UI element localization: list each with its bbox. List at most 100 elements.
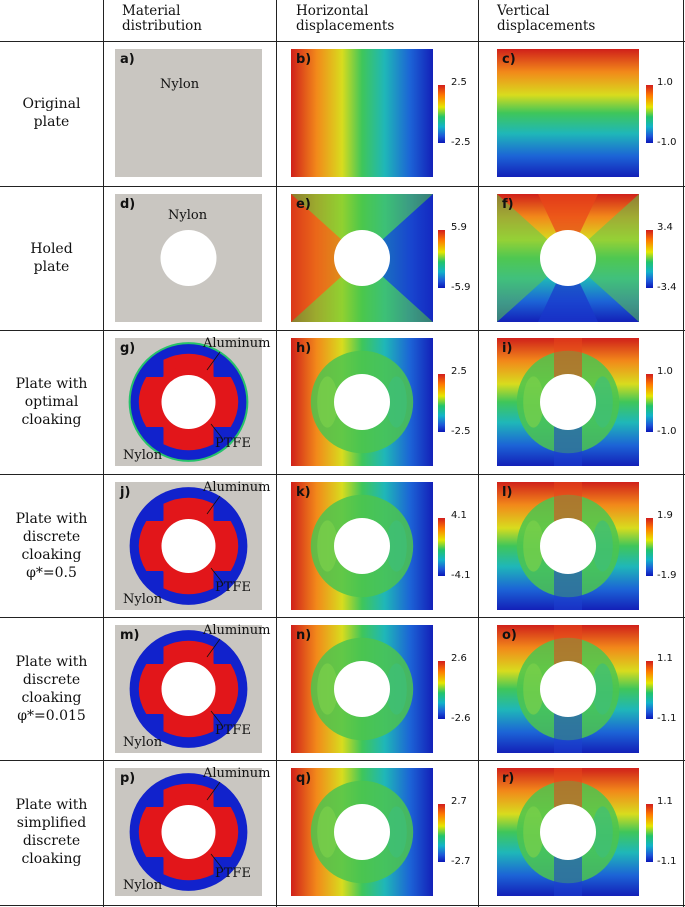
colorbar-min: -1.1 <box>657 713 677 724</box>
colorbar-max: 1.1 <box>657 653 673 664</box>
horizontal-displacement-field <box>291 482 433 610</box>
colorbar <box>438 374 445 432</box>
row-rule <box>0 330 685 331</box>
colorbar-max: 2.7 <box>451 796 467 807</box>
nylon-label: Nylon <box>123 448 163 463</box>
vertical-displacement-field <box>497 625 639 753</box>
material-distribution <box>115 482 262 610</box>
panel-tag: i) <box>502 341 513 356</box>
column-rule <box>276 0 277 907</box>
colorbar-min: -1.0 <box>657 137 677 148</box>
panel-tag: h) <box>296 341 312 356</box>
row-label: Original plate <box>0 41 103 185</box>
material-panel: g) Aluminum PTFE Nylon <box>115 336 270 466</box>
aluminum-label: Aluminum <box>203 336 271 351</box>
horizontal-displacement-field <box>291 625 433 753</box>
colorbar <box>438 804 445 862</box>
row-label-line: Original <box>22 96 81 112</box>
colorbar <box>438 661 445 719</box>
leader-lines <box>206 638 223 726</box>
material-panel: a) Nylon <box>115 49 262 177</box>
material-panel: j) Aluminum PTFE Nylon <box>115 480 270 610</box>
vertical-panel: i) <box>497 338 639 466</box>
row-label-line: Plate with <box>15 797 88 813</box>
material-distribution <box>115 194 262 322</box>
leader-lines <box>206 495 223 583</box>
row-label: Plate with optimal cloaking <box>0 330 103 474</box>
panel-tag: j) <box>120 485 131 500</box>
colorbar-min: -2.7 <box>451 856 471 867</box>
row-label: Plate with discrete cloaking φ*=0.015 <box>0 617 103 761</box>
material-distribution <box>115 625 262 753</box>
horizontal-panel: q) <box>291 768 433 896</box>
header-line: displacements <box>497 18 596 34</box>
panel-tag: g) <box>120 341 136 356</box>
panel-tag: r) <box>502 771 515 786</box>
leader-lines <box>206 781 223 869</box>
horizontal-displacement-field <box>291 49 433 177</box>
aluminum-label: Aluminum <box>203 766 271 781</box>
colorbar <box>646 374 653 432</box>
header-line: distribution <box>122 18 202 34</box>
row-label-line: Holed <box>30 241 73 257</box>
ptfe-label: PTFE <box>215 723 251 738</box>
row-label-line: φ*=0.015 <box>17 708 86 724</box>
row-label: Plate with simplified discrete cloaking <box>0 760 103 904</box>
colorbar-min: -2.5 <box>451 137 471 148</box>
colorbar <box>646 85 653 143</box>
colorbar-min: -3.4 <box>657 282 677 293</box>
header-line: Vertical <box>497 3 550 19</box>
ptfe-label: PTFE <box>215 866 251 881</box>
horizontal-panel: b) <box>291 49 433 177</box>
horizontal-panel: h) <box>291 338 433 466</box>
colorbar-max: 1.9 <box>657 510 673 521</box>
vertical-displacement-field <box>497 194 639 322</box>
colorbar-max: 2.5 <box>451 77 467 88</box>
colorbar-max: 1.1 <box>657 796 673 807</box>
colorbar-min: -1.0 <box>657 426 677 437</box>
colorbar <box>438 85 445 143</box>
colorbar <box>646 661 653 719</box>
panel-tag: p) <box>120 771 136 786</box>
colorbar-min: -4.1 <box>451 570 471 581</box>
material-panel: p) Aluminum PTFE Nylon <box>115 766 270 896</box>
vertical-panel: l) <box>497 482 639 610</box>
leader-lines <box>206 351 223 439</box>
material-distribution <box>115 338 262 466</box>
row-label-line: Plate with <box>15 511 88 527</box>
material-distribution <box>115 49 262 177</box>
colorbar-max: 4.1 <box>451 510 467 521</box>
horizontal-displacement-field <box>291 194 433 322</box>
row-label-line: φ*=0.5 <box>26 565 77 581</box>
panel-tag: o) <box>502 628 517 643</box>
header-material: Material distribution <box>122 4 202 34</box>
bottom-rule <box>0 905 685 906</box>
vertical-panel: c) <box>497 49 639 177</box>
vertical-panel: f) <box>497 194 639 322</box>
vertical-displacement-field <box>497 338 639 466</box>
colorbar <box>438 518 445 576</box>
row-label-line: cloaking <box>21 851 82 867</box>
colorbar-max: 5.9 <box>451 222 467 233</box>
colorbar-max: 2.6 <box>451 653 467 664</box>
header-rule <box>0 41 685 42</box>
panel-tag: c) <box>502 52 516 67</box>
row-label: Holed plate <box>0 186 103 330</box>
header-line: Material <box>122 3 181 19</box>
panel-tag: a) <box>120 52 135 67</box>
material-distribution <box>115 768 262 896</box>
colorbar <box>646 230 653 288</box>
row-rule <box>0 617 685 618</box>
panel-tag: b) <box>296 52 312 67</box>
right-rule <box>683 0 684 907</box>
vertical-displacement-field <box>497 482 639 610</box>
row-label-line: discrete <box>22 833 81 849</box>
colorbar-min: -1.9 <box>657 570 677 581</box>
colorbar-max: 2.5 <box>451 366 467 377</box>
header-line: Horizontal <box>296 3 369 19</box>
panel-tag: e) <box>296 197 311 212</box>
horizontal-panel: k) <box>291 482 433 610</box>
horizontal-panel: e) <box>291 194 433 322</box>
horizontal-displacement-field <box>291 338 433 466</box>
